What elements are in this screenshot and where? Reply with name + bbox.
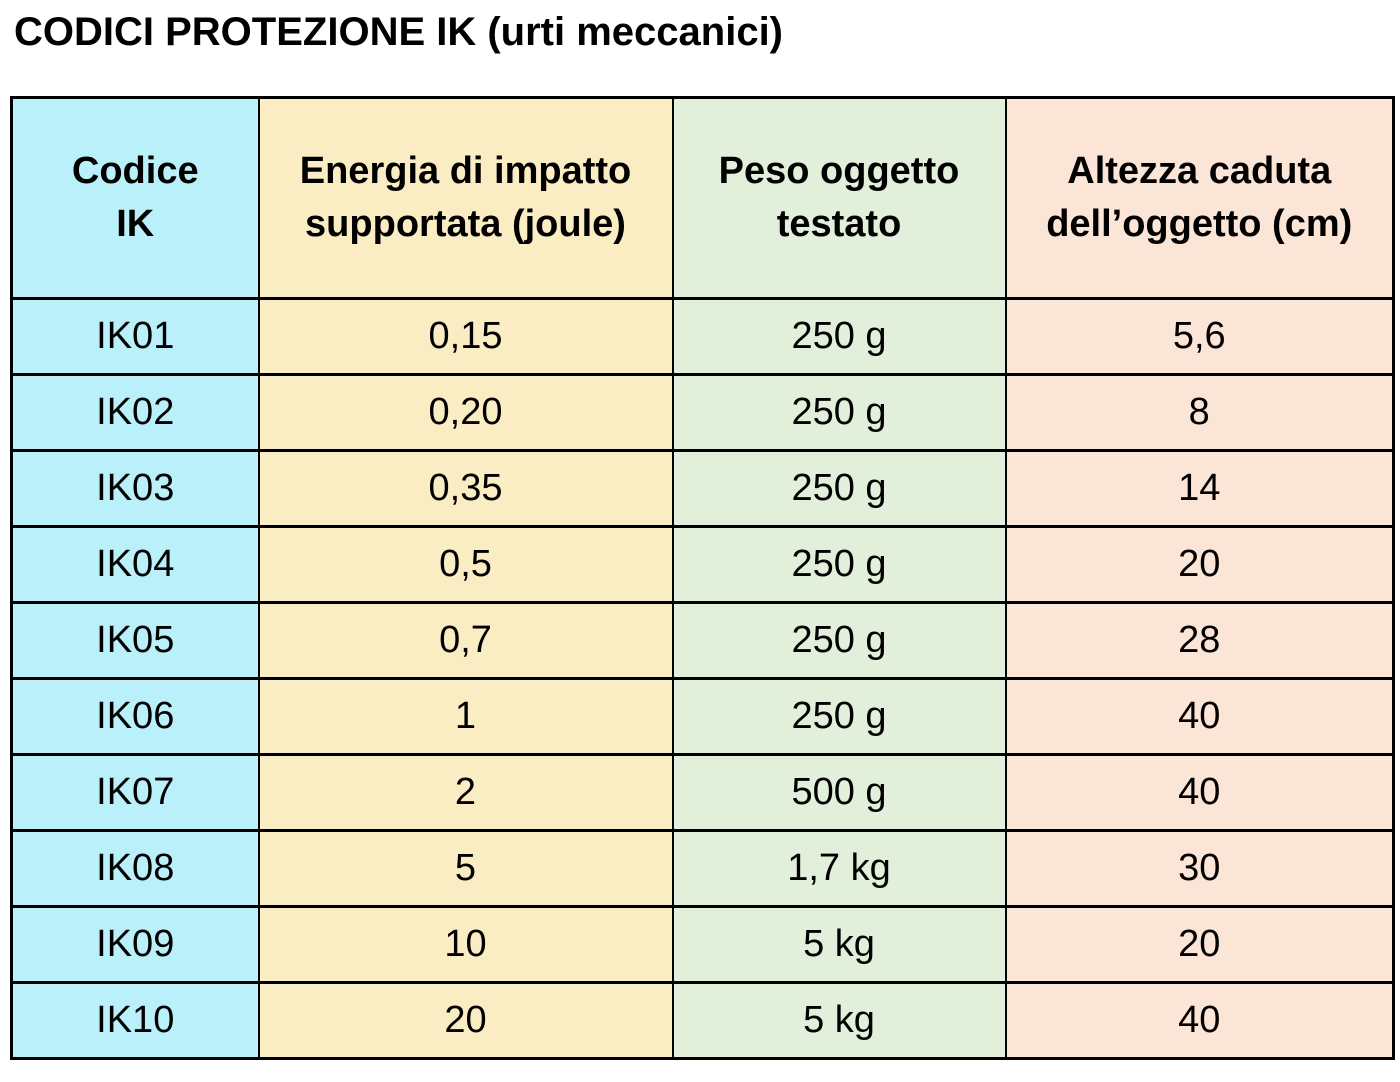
cell-altezza: 40 (1004, 753, 1395, 832)
cell-codice: IK02 (10, 373, 260, 452)
col-header-peso-oggetto: Peso oggetto testato (671, 96, 1007, 300)
cell-peso: 250 g (671, 373, 1007, 452)
cell-altezza: 40 (1004, 981, 1395, 1060)
page-title: CODICI PROTEZIONE IK (urti meccanici) (14, 10, 784, 54)
cell-energia: 0,20 (257, 373, 674, 452)
cell-energia: 0,7 (257, 601, 674, 680)
cell-peso: 250 g (671, 297, 1007, 376)
table-row: IK08 5 1,7 kg 30 (10, 829, 1395, 908)
cell-altezza: 5,6 (1004, 297, 1395, 376)
table-row: IK06 1 250 g 40 (10, 677, 1395, 756)
cell-altezza: 40 (1004, 677, 1395, 756)
cell-codice: IK07 (10, 753, 260, 832)
table-row: IK07 2 500 g 40 (10, 753, 1395, 832)
table-row: IK05 0,7 250 g 28 (10, 601, 1395, 680)
header-row: Codice IK Energia di impatto supportata … (10, 96, 1395, 300)
cell-codice: IK08 (10, 829, 260, 908)
cell-peso: 250 g (671, 449, 1007, 528)
cell-peso: 250 g (671, 677, 1007, 756)
cell-codice: IK01 (10, 297, 260, 376)
col-header-energia-impatto: Energia di impatto supportata (joule) (257, 96, 674, 300)
cell-altezza: 28 (1004, 601, 1395, 680)
cell-codice: IK06 (10, 677, 260, 756)
col-header-altezza-caduta: Altezza caduta dell’oggetto (cm) (1004, 96, 1395, 300)
cell-codice: IK05 (10, 601, 260, 680)
cell-peso: 1,7 kg (671, 829, 1007, 908)
cell-energia: 5 (257, 829, 674, 908)
table-row: IK09 10 5 kg 20 (10, 905, 1395, 984)
table-row: IK01 0,15 250 g 5,6 (10, 297, 1395, 376)
col-header-codice-ik: Codice IK (10, 96, 260, 300)
cell-energia: 0,15 (257, 297, 674, 376)
cell-altezza: 8 (1004, 373, 1395, 452)
cell-codice: IK04 (10, 525, 260, 604)
table-row: IK04 0,5 250 g 20 (10, 525, 1395, 604)
cell-altezza: 20 (1004, 905, 1395, 984)
cell-energia: 10 (257, 905, 674, 984)
cell-peso: 250 g (671, 525, 1007, 604)
cell-peso: 250 g (671, 601, 1007, 680)
cell-altezza: 14 (1004, 449, 1395, 528)
table-row: IK02 0,20 250 g 8 (10, 373, 1395, 452)
cell-energia: 1 (257, 677, 674, 756)
cell-altezza: 20 (1004, 525, 1395, 604)
cell-energia: 0,35 (257, 449, 674, 528)
cell-peso: 500 g (671, 753, 1007, 832)
ik-protection-table: Codice IK Energia di impatto supportata … (10, 96, 1395, 1060)
cell-energia: 20 (257, 981, 674, 1060)
cell-peso: 5 kg (671, 981, 1007, 1060)
cell-codice: IK09 (10, 905, 260, 984)
cell-peso: 5 kg (671, 905, 1007, 984)
cell-energia: 0,5 (257, 525, 674, 604)
cell-codice: IK10 (10, 981, 260, 1060)
cell-codice: IK03 (10, 449, 260, 528)
cell-energia: 2 (257, 753, 674, 832)
cell-altezza: 30 (1004, 829, 1395, 908)
table-row: IK10 20 5 kg 40 (10, 981, 1395, 1060)
table-row: IK03 0,35 250 g 14 (10, 449, 1395, 528)
